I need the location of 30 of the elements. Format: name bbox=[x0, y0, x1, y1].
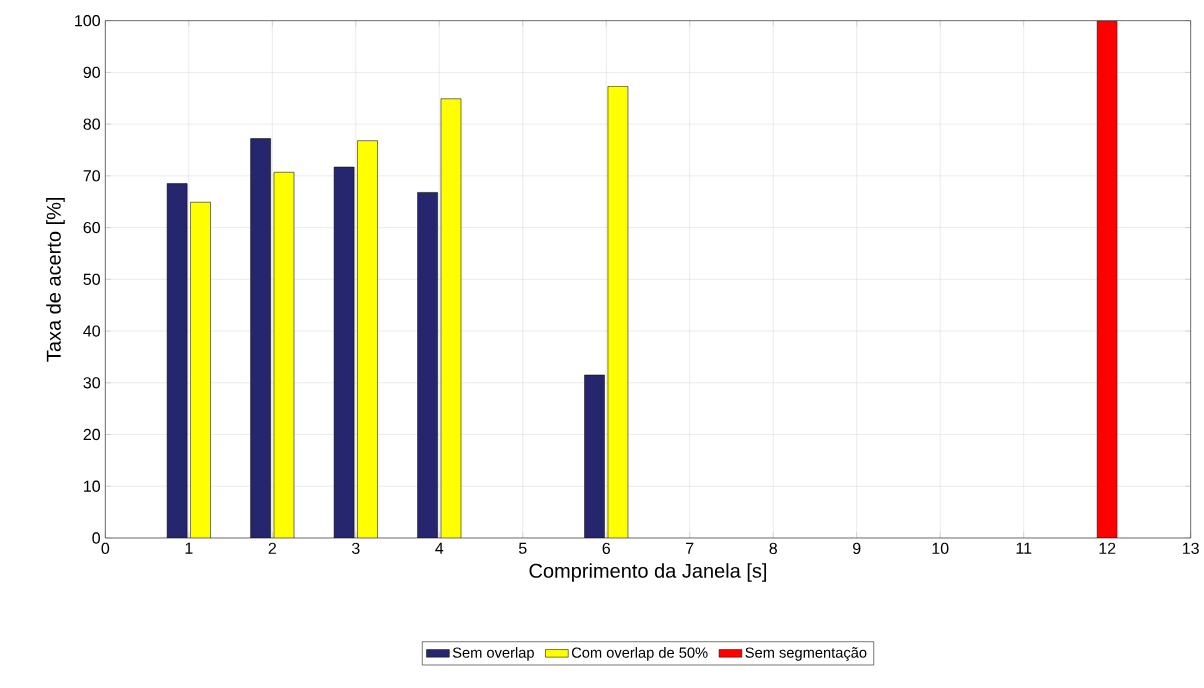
legend-label: Sem segmentação bbox=[745, 647, 867, 661]
y-tick-label: 70 bbox=[83, 170, 101, 182]
x-tick-label: 2 bbox=[268, 542, 276, 554]
x-tick-label: 3 bbox=[351, 542, 360, 555]
x-tick-label: 4 bbox=[435, 542, 444, 554]
y-tick-label: 60 bbox=[83, 221, 101, 234]
y-tick-label: 90 bbox=[83, 66, 101, 79]
x-tick-label: 6 bbox=[602, 542, 611, 555]
y-axis-title: Taxa de acerto [%] bbox=[46, 197, 65, 362]
x-tick-label: 1 bbox=[185, 542, 193, 554]
x-tick-label: 8 bbox=[769, 542, 777, 555]
y-tick-label: 40 bbox=[83, 325, 101, 337]
legend-label: Com overlap de 50% bbox=[571, 647, 708, 661]
x-tick-label: 0 bbox=[101, 542, 110, 555]
x-tick-label: 10 bbox=[932, 542, 949, 555]
y-tick-label: 0 bbox=[92, 532, 101, 544]
x-tick-label: 7 bbox=[686, 542, 694, 554]
legend-label: Sem overlap bbox=[452, 647, 534, 661]
x-axis-title: Comprimento da Janela [s] bbox=[529, 563, 767, 582]
x-tick-label: 11 bbox=[1016, 542, 1032, 554]
y-tick-label: 10 bbox=[84, 480, 101, 492]
x-tick-label: 9 bbox=[853, 542, 861, 555]
y-tick-label: 30 bbox=[83, 377, 101, 389]
y-tick-label: 80 bbox=[83, 118, 101, 130]
y-tick-label: 20 bbox=[83, 428, 101, 441]
y-tick-label: 100 bbox=[75, 15, 101, 27]
x-tick-label: 12 bbox=[1099, 542, 1116, 554]
y-tick-label: 50 bbox=[83, 273, 101, 285]
x-tick-label: 5 bbox=[518, 542, 527, 554]
x-tick-label: 13 bbox=[1182, 542, 1199, 555]
